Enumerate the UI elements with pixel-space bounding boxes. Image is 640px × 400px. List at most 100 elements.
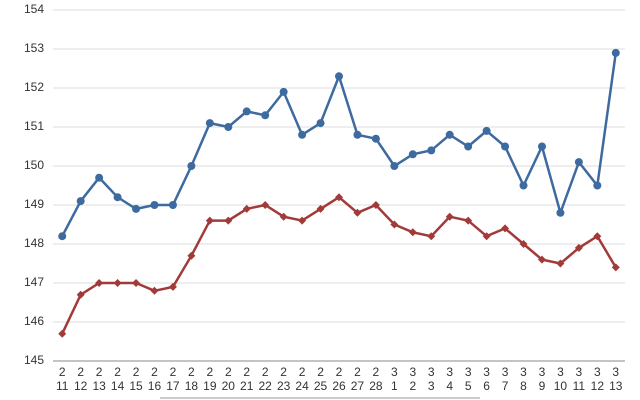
data-point	[445, 212, 454, 221]
x-tick-label: 2	[170, 365, 177, 379]
x-tick-label: 2	[225, 365, 232, 379]
data-point	[224, 123, 233, 131]
x-tick-label: 2	[114, 365, 121, 379]
x-tick-label: 8	[520, 379, 527, 393]
data-point	[76, 290, 85, 299]
data-point	[242, 107, 251, 116]
x-tick-label: 27	[351, 379, 365, 393]
x-tick-label: 16	[148, 379, 162, 393]
data-point	[187, 162, 196, 170]
data-point	[519, 181, 528, 190]
x-tick-label: 3	[594, 365, 601, 379]
x-tick-label: 2	[151, 365, 158, 379]
data-point	[316, 119, 325, 128]
data-point	[445, 130, 454, 139]
data-point	[205, 119, 214, 128]
x-tick-label: 14	[111, 379, 125, 393]
x-tick-label: 3	[428, 379, 435, 393]
data-point	[593, 181, 602, 190]
data-point	[150, 286, 159, 295]
x-tick-label: 3	[539, 365, 546, 379]
x-tick-label: 3	[502, 365, 509, 379]
x-tick-label: 3	[520, 365, 527, 379]
data-point	[132, 279, 141, 287]
data-point	[427, 232, 436, 241]
x-tick-label: 2	[133, 365, 140, 379]
data-point	[371, 134, 380, 143]
data-point	[464, 216, 473, 225]
x-tick-label: 2	[354, 365, 361, 379]
data-point	[408, 228, 417, 237]
data-point	[279, 212, 288, 221]
x-tick-label: 11	[573, 379, 586, 393]
x-tick-label: 3	[557, 365, 564, 379]
x-tick-label: 7	[502, 379, 509, 393]
data-point	[611, 263, 620, 272]
x-tick-label: 17	[166, 379, 180, 393]
x-tick-label: 12	[591, 379, 605, 393]
x-tick-label: 12	[74, 379, 88, 393]
x-tick-label: 2	[409, 379, 416, 393]
data-point	[556, 208, 565, 217]
y-tick-label: 145	[24, 353, 44, 367]
x-tick-label: 2	[206, 365, 213, 379]
data-point	[371, 201, 380, 209]
data-point	[593, 232, 602, 241]
x-tick-label: 13	[609, 379, 623, 393]
x-tick-label: 18	[185, 379, 199, 393]
data-point	[113, 279, 122, 287]
data-point	[298, 216, 307, 225]
x-tick-label: 2	[336, 365, 343, 379]
data-point	[353, 130, 362, 139]
data-point	[390, 220, 399, 229]
y-tick-label: 149	[24, 197, 44, 211]
x-tick-label: 23	[277, 379, 291, 393]
x-tick-label: 3	[576, 365, 583, 379]
y-tick-label: 152	[24, 80, 44, 94]
x-tick-label: 2	[188, 365, 195, 379]
data-point	[168, 282, 177, 291]
y-tick-label: 147	[24, 275, 44, 289]
y-tick-label: 151	[24, 119, 44, 133]
data-point	[556, 259, 565, 268]
x-tick-label: 22	[259, 379, 273, 393]
data-point	[537, 142, 546, 151]
x-tick-label: 2	[317, 365, 324, 379]
x-tick-label: 3	[409, 365, 416, 379]
x-tick-label: 10	[554, 379, 568, 393]
data-point	[464, 142, 473, 151]
data-point	[224, 216, 233, 225]
x-tick-label: 9	[539, 379, 546, 393]
x-tick-label: 26	[332, 379, 346, 393]
x-tick-label: 11	[56, 379, 69, 393]
x-tick-label: 2	[96, 365, 103, 379]
x-tick-label: 25	[314, 379, 328, 393]
data-point	[95, 173, 104, 182]
x-tick-label: 24	[295, 379, 309, 393]
data-point	[168, 201, 177, 209]
x-tick-label: 3	[446, 365, 453, 379]
series-line	[61, 195, 617, 335]
data-point	[58, 329, 67, 338]
data-point	[537, 255, 546, 264]
data-point	[427, 146, 436, 155]
data-point	[279, 87, 288, 96]
series-line	[61, 52, 618, 237]
data-point	[58, 232, 67, 241]
data-point	[150, 201, 159, 209]
data-point	[205, 216, 214, 225]
data-point	[353, 208, 362, 217]
x-tick-label: 6	[483, 379, 490, 393]
data-point	[574, 158, 583, 167]
x-tick-label: 3	[483, 365, 490, 379]
x-tick-label: 20	[222, 379, 236, 393]
x-tick-label: 28	[369, 379, 383, 393]
data-point	[519, 240, 528, 248]
data-point	[574, 243, 583, 252]
data-point	[132, 204, 141, 213]
data-point	[261, 111, 270, 120]
data-point	[113, 193, 122, 202]
x-tick-label: 15	[129, 379, 143, 393]
data-point	[482, 126, 491, 135]
y-tick-label: 153	[24, 41, 44, 55]
